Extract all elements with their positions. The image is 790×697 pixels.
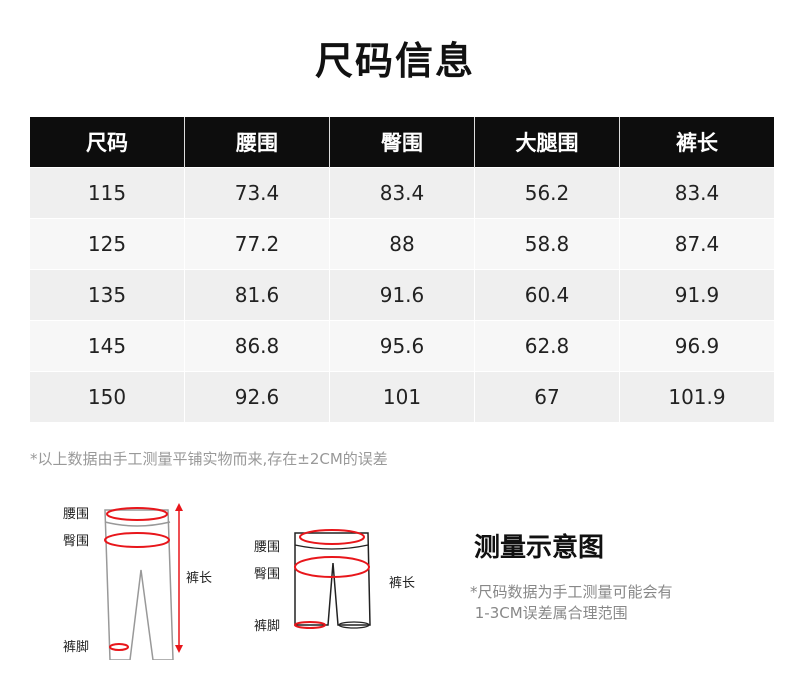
table-row: 145 86.8 95.6 62.8 96.9 (30, 320, 774, 372)
header-waist: 腰围 (184, 117, 330, 168)
table-cell: 73.4 (184, 167, 330, 219)
measurement-note: *以上数据由手工测量平铺实物而来,存在±2CM的误差 (30, 450, 388, 468)
table-cell: 86.8 (184, 320, 330, 372)
hip-measure-ring (294, 556, 370, 578)
table-cell: 95.6 (329, 320, 475, 372)
diagram-note-line: 1-3CM误差属合理范围 (470, 604, 628, 622)
header-length: 裤长 (619, 117, 774, 168)
table-cell: 56.2 (474, 167, 620, 219)
long-pants-illustration (104, 507, 174, 660)
table-row: 135 81.6 91.6 60.4 91.9 (30, 269, 774, 321)
label-hem: 裤脚 (63, 640, 90, 655)
label-hip: 臀围 (63, 534, 90, 549)
waist-measure-ring (106, 507, 168, 521)
label-hip: 臀围 (254, 567, 281, 582)
hem-measure-ring (294, 621, 326, 629)
table-cell: 62.8 (474, 320, 620, 372)
diagram-title: 测量示意图 (474, 533, 605, 563)
table-cell: 135 (30, 269, 185, 321)
header-hip: 臀围 (329, 117, 475, 168)
length-arrow-icon (175, 503, 183, 653)
header-thigh: 大腿围 (474, 117, 620, 168)
table-cell: 91.6 (329, 269, 475, 321)
table-cell: 83.4 (619, 167, 774, 219)
table-cell: 91.9 (619, 269, 774, 321)
hem-measure-ring (109, 643, 129, 651)
diagram-note-line: *尺码数据为手工测量可能会有 (470, 583, 673, 601)
page-title: 尺码信息 (314, 39, 475, 83)
table-header-row: 尺码 腰围 臀围 大腿围 裤长 (30, 117, 774, 168)
table-cell: 87.4 (619, 218, 774, 270)
shorts-illustration (294, 529, 371, 629)
table-row: 125 77.2 88 58.8 87.4 (30, 218, 774, 270)
table-cell: 77.2 (184, 218, 330, 270)
label-length: 裤长 (186, 571, 213, 586)
table-cell: 101.9 (619, 371, 774, 422)
table-row: 115 73.4 83.4 56.2 83.4 (30, 167, 774, 219)
table-cell: 67 (474, 371, 620, 422)
table-cell: 92.6 (184, 371, 330, 422)
table-cell: 125 (30, 218, 185, 270)
waist-measure-ring (299, 529, 365, 545)
table-cell: 145 (30, 320, 185, 372)
header-size: 尺码 (30, 117, 185, 168)
table-cell: 96.9 (619, 320, 774, 372)
hip-measure-ring (104, 532, 170, 548)
table-row: 150 92.6 101 67 101.9 (30, 371, 774, 422)
label-hem: 裤脚 (254, 619, 281, 634)
label-waist: 腰围 (254, 540, 281, 555)
table-cell: 60.4 (474, 269, 620, 321)
table-cell: 101 (329, 371, 475, 422)
label-waist: 腰围 (63, 507, 90, 522)
table-cell: 81.6 (184, 269, 330, 321)
table-cell: 88 (329, 218, 475, 270)
table-cell: 58.8 (474, 218, 620, 270)
table-cell: 83.4 (329, 167, 475, 219)
label-length: 裤长 (389, 576, 416, 591)
table-cell: 150 (30, 371, 185, 422)
table-cell: 115 (30, 167, 185, 219)
diagram-note: *尺码数据为手工测量可能会有 1-3CM误差属合理范围 (470, 582, 673, 624)
size-table: 尺码 腰围 臀围 大腿围 裤长 115 73.4 83.4 56.2 83.4 125 77… (30, 117, 774, 422)
